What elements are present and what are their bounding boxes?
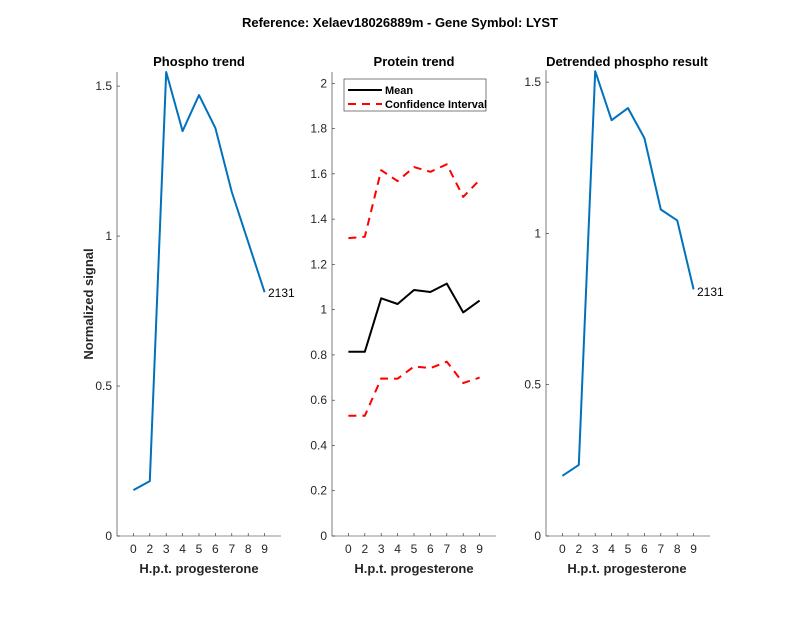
x-tick-label: 5 [625, 542, 632, 556]
series-line-mean [348, 282, 481, 353]
x-tick-label: 2 [146, 542, 153, 556]
y-ticks: 0 0.5 1 1.5 [524, 75, 549, 543]
x-tick-label: 8 [460, 542, 467, 556]
x-tick-label: 6 [212, 542, 219, 556]
x-tick-label: 0 [130, 542, 137, 556]
y-tick-label: 1 [320, 303, 327, 317]
x-tick-label: 4 [179, 542, 186, 556]
y-tick-label: 0.8 [310, 348, 327, 362]
y-tick-label: 1.6 [310, 167, 327, 181]
x-tick-label: 9 [261, 542, 268, 556]
figure-suptitle: Reference: Xelaev18026889m - Gene Symbol… [242, 15, 558, 30]
x-tick-label: 8 [674, 542, 681, 556]
series-line-2131 [132, 71, 266, 491]
legend-ci-label: Confidence Interval [385, 99, 487, 111]
series-line-confidence-interval-lower [348, 360, 480, 417]
x-axis-label: H.p.t. progesterone [567, 561, 686, 576]
series-lines [348, 163, 481, 417]
x-axis-label: H.p.t. progesterone [354, 561, 473, 576]
panel-title: Detrended phospho result [546, 54, 708, 69]
x-tick-label: 9 [690, 542, 697, 556]
x-tick-label: 4 [608, 542, 615, 556]
y-ticks: 0 0.2 0.4 0.6 0.8 1 1.2 1.4 1.6 1.8 2 [310, 76, 335, 543]
x-tick-label: 7 [443, 542, 450, 556]
x-axis-label: H.p.t. progesterone [139, 561, 258, 576]
x-tick-label: 0 [559, 542, 566, 556]
x-tick-label: 3 [592, 542, 599, 556]
x-tick-label: 8 [245, 542, 252, 556]
legend-box [343, 78, 487, 112]
y-tick-label: 1.2 [310, 257, 327, 271]
x-tick-label: 3 [378, 542, 385, 556]
y-tick-label: 0.4 [310, 438, 327, 452]
series-annotation: 2131 [697, 285, 724, 299]
y-ticks: 0 0.5 1 1.5 [95, 79, 120, 543]
y-tick-label: 1 [105, 229, 112, 243]
y-axis-label: Normalized signal [81, 248, 96, 359]
x-tick-label: 7 [228, 542, 235, 556]
x-tick-label: 7 [657, 542, 664, 556]
y-tick-label: 1.4 [310, 212, 327, 226]
y-tick-label: 0.5 [524, 378, 541, 392]
axes-frame [116, 72, 281, 537]
axes-frame [331, 72, 496, 537]
x-tick-label: 9 [476, 542, 483, 556]
y-tick-label: 1.8 [310, 122, 327, 136]
x-tick-label: 3 [163, 542, 170, 556]
series-line-2131 [561, 70, 695, 477]
x-tick-label: 0 [345, 542, 352, 556]
series-lines [132, 71, 266, 491]
panel-title: Phospho trend [153, 54, 245, 69]
y-tick-label: 1.5 [524, 75, 541, 89]
x-tick-label: 2 [361, 542, 368, 556]
x-tick-label: 5 [411, 542, 418, 556]
y-tick-label: 0 [534, 529, 541, 543]
series-line-confidence-interval [348, 163, 481, 240]
y-tick-label: 0.6 [310, 393, 327, 407]
y-tick-label: 0 [105, 529, 112, 543]
y-tick-label: 0 [320, 529, 327, 543]
legend-mean-label: Mean [385, 85, 413, 97]
legend: Mean Confidence Interval [343, 78, 487, 112]
x-tick-label: 5 [196, 542, 203, 556]
y-tick-label: 0.2 [310, 484, 327, 498]
series-lines [561, 70, 695, 477]
series-annotation: 2131 [268, 286, 295, 300]
x-tick-label: 6 [427, 542, 434, 556]
y-tick-label: 2 [320, 76, 327, 90]
y-tick-label: 1.5 [95, 79, 112, 93]
x-tick-label: 4 [394, 542, 401, 556]
x-tick-label: 6 [641, 542, 648, 556]
y-tick-label: 1 [534, 226, 541, 240]
axes-frame [545, 70, 710, 537]
panel-title: Protein trend [374, 54, 455, 69]
panel-protein-trend: Protein trend 0 0.2 0.4 0.6 0.8 1 1.2 1.4 1.6 1.8… [310, 54, 496, 576]
x-tick-label: 2 [575, 542, 582, 556]
y-tick-label: 0.5 [95, 379, 112, 393]
